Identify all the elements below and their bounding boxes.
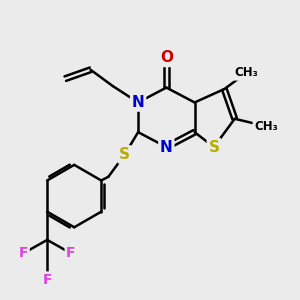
Text: F: F bbox=[19, 246, 28, 260]
Text: CH₃: CH₃ bbox=[254, 120, 278, 133]
Text: O: O bbox=[160, 50, 173, 65]
Text: S: S bbox=[119, 147, 130, 162]
Text: S: S bbox=[208, 140, 219, 154]
Text: N: N bbox=[132, 95, 145, 110]
Text: F: F bbox=[42, 273, 52, 287]
Text: F: F bbox=[66, 246, 76, 260]
Text: CH₃: CH₃ bbox=[235, 66, 259, 79]
Text: N: N bbox=[160, 140, 173, 154]
